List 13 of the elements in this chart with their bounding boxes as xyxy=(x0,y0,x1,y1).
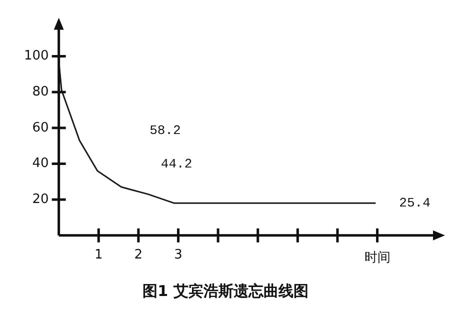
y-tick-label: 40 xyxy=(32,156,49,172)
annotation: 44.2 xyxy=(160,156,192,172)
x-tick-label: 3 xyxy=(174,248,182,263)
y-tick-label: 100 xyxy=(24,48,49,64)
x-axis-title: 时间 xyxy=(364,250,390,266)
y-tick-label: 20 xyxy=(32,192,49,207)
y-tick-label: 80 xyxy=(32,84,49,100)
text: 图1 艾宾浩斯遗忘曲线图 xyxy=(142,282,308,300)
y-tick-label: 60 xyxy=(32,120,49,136)
x-tick-label: 1 xyxy=(94,248,103,263)
annotation: 58.2 xyxy=(150,123,181,138)
annotation: 25.4 xyxy=(399,195,431,210)
x-tick-label: 2 xyxy=(134,248,143,263)
